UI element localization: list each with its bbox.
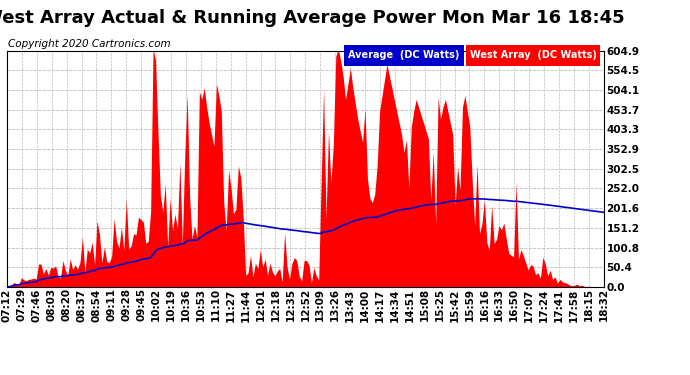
Text: West Array Actual & Running Average Power Mon Mar 16 18:45: West Array Actual & Running Average Powe… xyxy=(0,9,624,27)
FancyBboxPatch shape xyxy=(344,45,464,66)
Text: West Array  (DC Watts): West Array (DC Watts) xyxy=(470,50,596,60)
Text: Copyright 2020 Cartronics.com: Copyright 2020 Cartronics.com xyxy=(8,39,171,50)
Text: Average  (DC Watts): Average (DC Watts) xyxy=(348,50,460,60)
FancyBboxPatch shape xyxy=(466,45,600,66)
